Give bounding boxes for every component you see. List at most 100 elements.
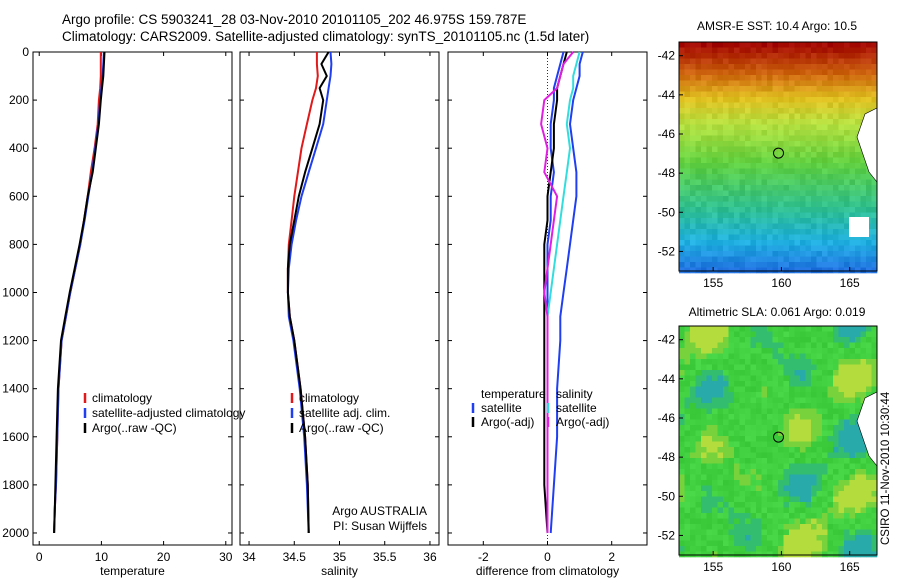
- map-cell: [756, 108, 762, 114]
- map-cell: [838, 364, 845, 371]
- map-cell: [706, 157, 713, 164]
- map-cell: [750, 196, 757, 202]
- map-cell: [728, 218, 735, 224]
- map-cell: [712, 337, 718, 343]
- map-cell: [866, 359, 872, 365]
- map-cell: [717, 251, 724, 257]
- map-cell: [706, 359, 713, 365]
- map-cell: [723, 469, 729, 475]
- map-cell: [745, 75, 751, 81]
- map-cell: [745, 513, 751, 519]
- map-cell: [811, 502, 817, 508]
- map-cell: [706, 452, 713, 459]
- map-cell: [772, 326, 779, 332]
- map-cell: [745, 190, 751, 197]
- map-cell: [701, 113, 707, 120]
- map-cell: [838, 64, 845, 70]
- map-cell: [783, 370, 790, 376]
- map-cell: [772, 331, 779, 338]
- map-cell: [871, 240, 878, 246]
- map-cell: [767, 251, 773, 257]
- map-cell: [789, 207, 795, 213]
- map-cell: [712, 348, 718, 354]
- map-cell: [833, 496, 839, 503]
- map-cell: [767, 540, 773, 547]
- map-cell: [745, 496, 751, 503]
- map-cell: [778, 364, 784, 371]
- map-cell: [800, 196, 806, 202]
- map-cell: [833, 551, 839, 558]
- map-cell: [695, 80, 702, 87]
- map-cell: [811, 108, 817, 114]
- map-cell: [844, 75, 850, 81]
- map-cell: [866, 535, 872, 541]
- map-cell: [756, 419, 762, 426]
- map-cell: [761, 240, 768, 246]
- map-cell: [756, 496, 762, 503]
- map-cell: [794, 529, 801, 536]
- map-cell: [838, 119, 845, 125]
- map-cell: [739, 185, 746, 191]
- map-cell: [800, 267, 806, 274]
- map-cell: [745, 491, 751, 497]
- map-cell: [684, 223, 691, 230]
- map-cell: [860, 163, 867, 169]
- map-cell: [816, 403, 823, 409]
- map-cell: [822, 53, 828, 59]
- map-cell: [822, 419, 828, 426]
- map-cell: [723, 218, 729, 224]
- map-cell: [855, 403, 861, 409]
- map-cell: [712, 119, 718, 125]
- map-cell: [761, 513, 768, 519]
- map-cell: [800, 234, 806, 241]
- map-cell: [822, 469, 828, 475]
- figure-title-line1: Argo profile: CS 5903241_28 03-Nov-2010 …: [62, 12, 527, 27]
- map-cell: [679, 386, 685, 393]
- map-cell: [679, 370, 685, 376]
- map-cell: [871, 196, 878, 202]
- map-cell: [695, 502, 702, 508]
- map-cell: [794, 102, 801, 109]
- map-cell: [800, 485, 806, 492]
- y-tick-label: -48: [658, 450, 676, 464]
- map-cell: [712, 179, 718, 186]
- map-cell: [695, 337, 702, 343]
- map-cell: [805, 102, 812, 109]
- map-cell: [833, 212, 839, 219]
- map-cell: [794, 196, 801, 202]
- map-cell: [750, 168, 757, 175]
- map-cell: [717, 119, 724, 125]
- y-tick-label: 1400: [2, 382, 29, 396]
- map-cell: [701, 540, 707, 547]
- map-cell: [827, 392, 834, 398]
- map-cell: [800, 58, 806, 65]
- map-cell: [849, 386, 856, 393]
- map-cell: [750, 234, 757, 241]
- map-cell: [833, 546, 839, 552]
- map-cell: [756, 102, 762, 109]
- map-cell: [805, 75, 812, 81]
- map-cell: [756, 535, 762, 541]
- map-cell: [855, 240, 861, 246]
- map-cell: [739, 146, 746, 153]
- map-cell: [800, 507, 806, 514]
- map-cell: [750, 152, 757, 158]
- map-cell: [783, 551, 790, 558]
- map-cell: [734, 375, 740, 382]
- map-cell: [838, 168, 845, 175]
- map-cell: [844, 69, 850, 76]
- map-cell: [772, 419, 779, 426]
- map-cell: [767, 353, 773, 360]
- map-cell: [860, 267, 867, 274]
- map-cell: [712, 130, 718, 136]
- map-cell: [816, 370, 823, 376]
- map-cell: [734, 458, 740, 464]
- map-cell: [800, 337, 806, 343]
- map-cell: [871, 218, 878, 224]
- map-cell: [690, 353, 696, 360]
- map-cell: [745, 480, 751, 486]
- map-cell: [679, 152, 685, 158]
- map-cell: [728, 392, 735, 398]
- map-cell: [783, 507, 790, 514]
- map-cell: [706, 458, 713, 464]
